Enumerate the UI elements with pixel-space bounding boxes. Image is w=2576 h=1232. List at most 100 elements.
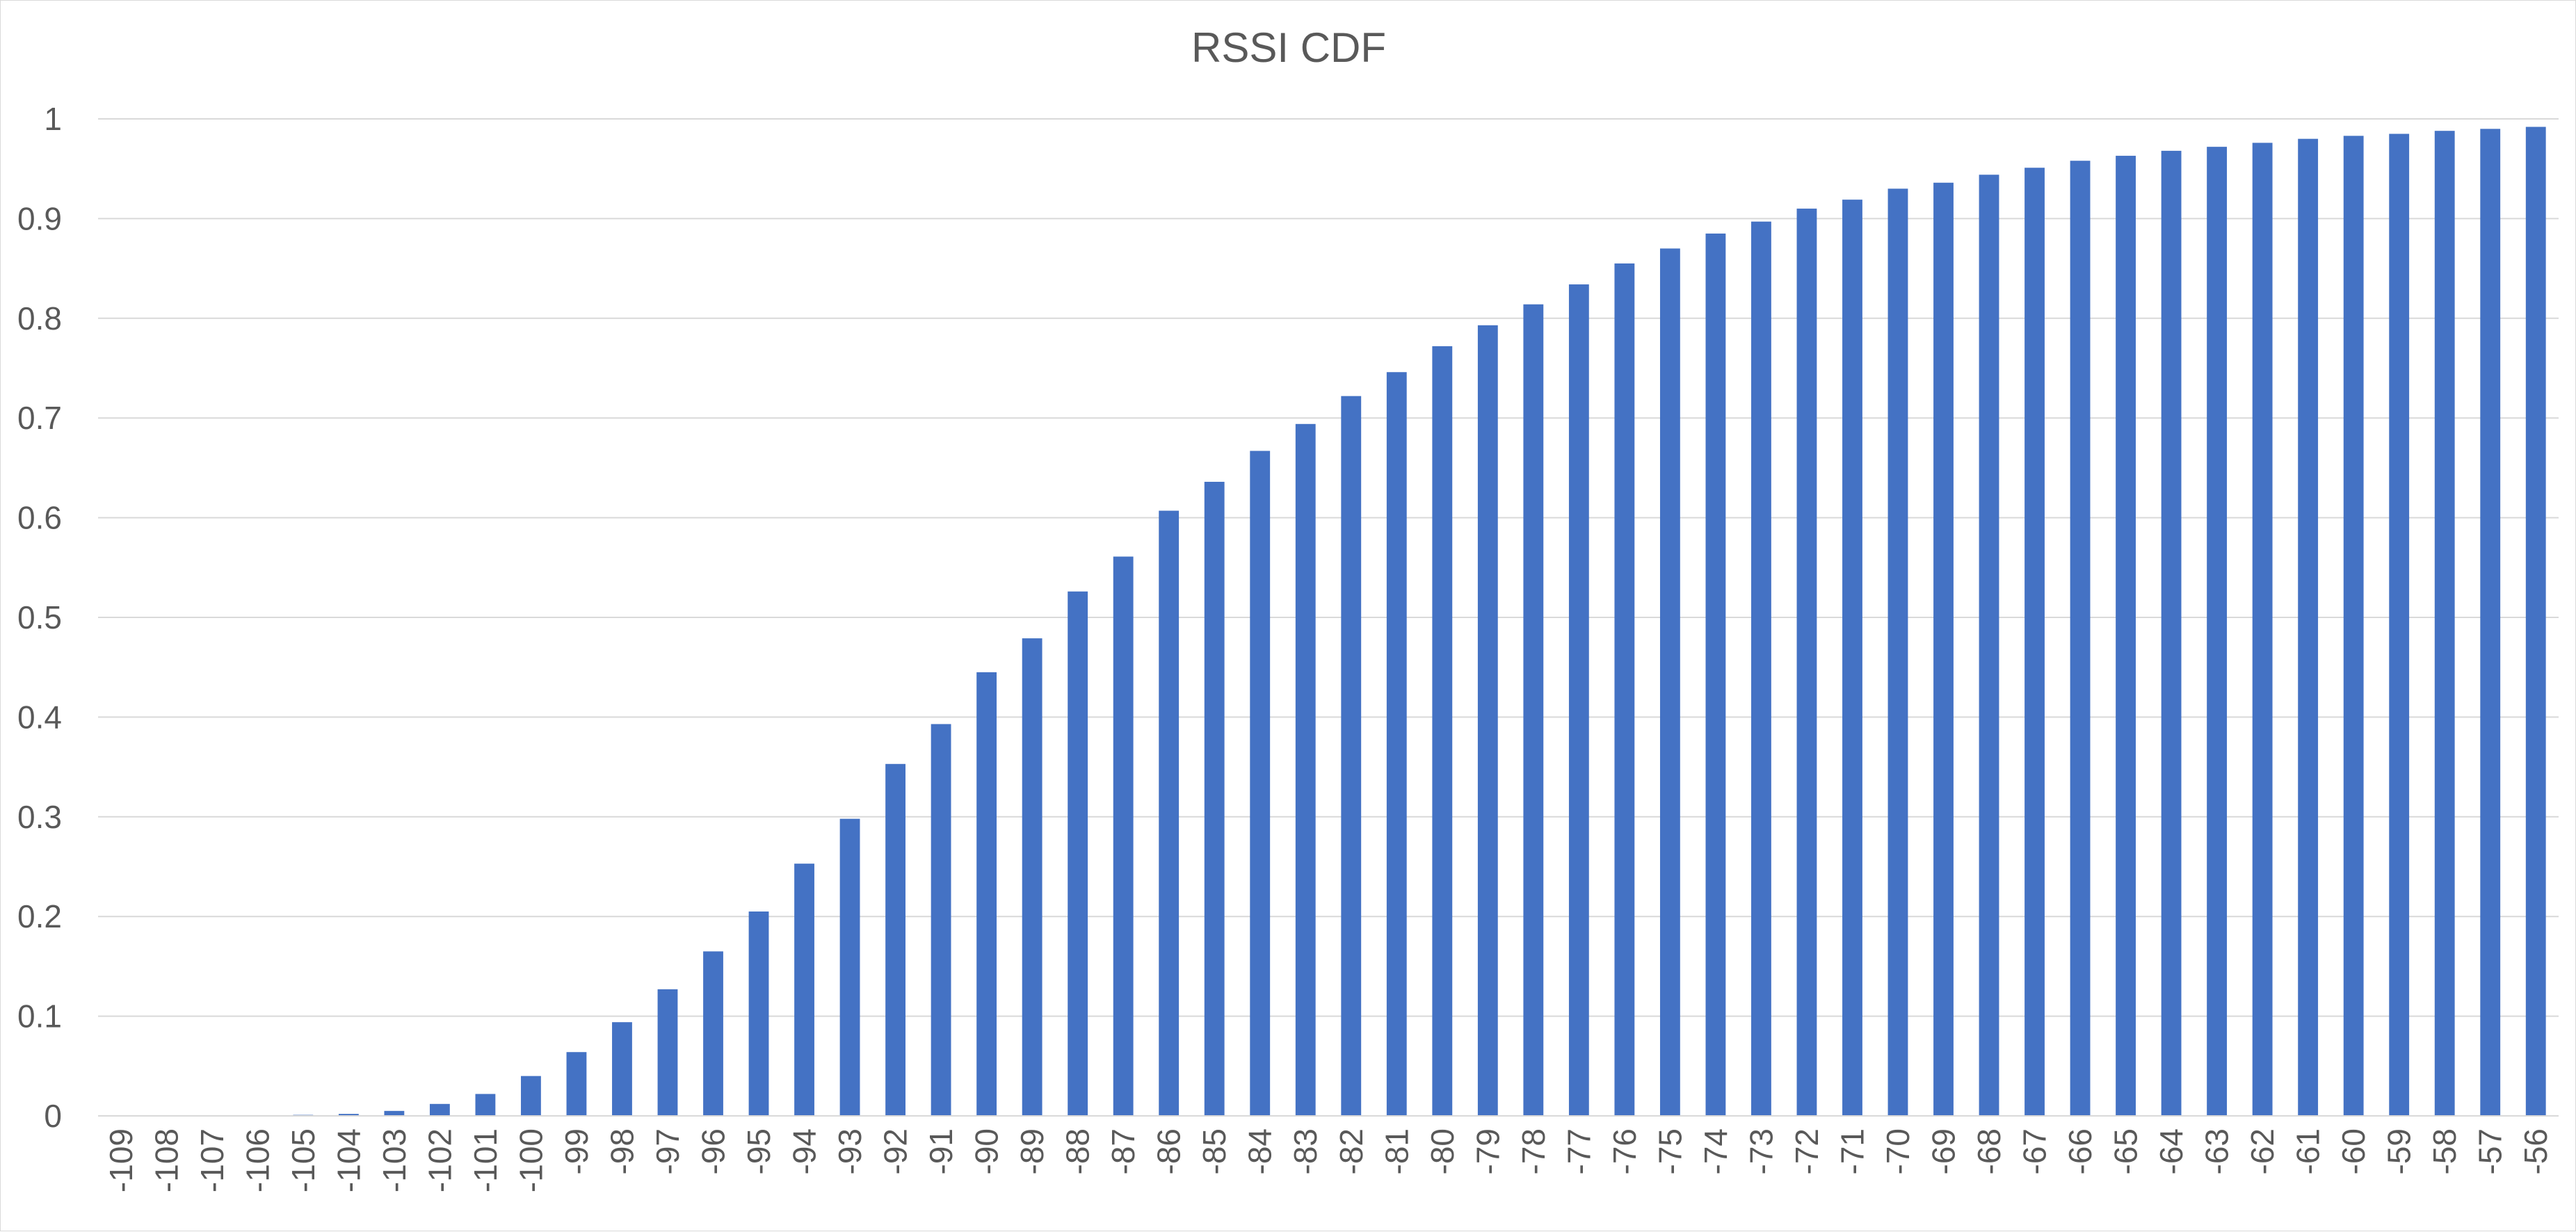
bar (1979, 175, 1999, 1117)
x-tick-label: -99 (558, 1128, 595, 1174)
bar (1068, 591, 1088, 1116)
bars (293, 127, 2546, 1117)
x-tick-label: -84 (1242, 1128, 1278, 1174)
bar (1386, 372, 1407, 1116)
bar (1523, 304, 1544, 1116)
y-tick-label: 0.6 (17, 500, 62, 536)
bar (1887, 188, 1908, 1116)
bar (1705, 233, 1726, 1116)
bar (1659, 248, 1680, 1116)
x-tick-label: -109 (103, 1128, 139, 1192)
x-tick-label: -80 (1424, 1128, 1460, 1174)
bar (2024, 168, 2045, 1117)
x-tick-label: -62 (2244, 1128, 2280, 1174)
x-axis-ticks: -109 -108 -107 -106 -105 -104 -103 -102 -101 -100… (103, 1128, 2554, 1192)
x-tick-label: -65 (2108, 1128, 2144, 1174)
y-tick-label: 0.7 (17, 400, 62, 436)
bar (2161, 150, 2182, 1117)
bar (2252, 143, 2273, 1116)
bar (429, 1103, 450, 1116)
y-tick-label: 0.8 (17, 300, 62, 337)
x-tick-label: -78 (1515, 1128, 1552, 1174)
bar (566, 1052, 587, 1116)
bar (1477, 325, 1498, 1116)
bar (2298, 138, 2319, 1117)
x-tick-label: -100 (513, 1128, 549, 1192)
bar (1204, 481, 1225, 1116)
bar (1933, 182, 1954, 1116)
x-tick-label: -76 (1607, 1128, 1643, 1174)
x-tick-label: -77 (1561, 1128, 1597, 1174)
x-tick-label: -61 (2290, 1128, 2326, 1174)
x-tick-label: -63 (2199, 1128, 2235, 1174)
y-axis-ticks: 0 0.1 0.2 0.3 0.4 0.5 0.6 0.7 0.8 0.9 1 (17, 101, 62, 1134)
bar (703, 951, 723, 1116)
bar (2434, 131, 2455, 1116)
bar (976, 672, 997, 1116)
x-tick-label: -105 (285, 1128, 321, 1192)
bar (384, 1110, 405, 1116)
x-tick-label: -71 (1834, 1128, 1870, 1174)
y-tick-label: 0.3 (17, 799, 62, 835)
x-tick-label: -108 (148, 1128, 184, 1192)
bar (657, 989, 678, 1116)
x-tick-label: -67 (2017, 1128, 2053, 1174)
x-tick-label: -66 (2062, 1128, 2098, 1174)
gridlines (98, 118, 2559, 1017)
x-tick-label: -102 (421, 1128, 458, 1192)
x-tick-label: -89 (1014, 1128, 1050, 1174)
bar (521, 1076, 541, 1116)
y-tick-label: 0.5 (17, 599, 62, 635)
bar (2116, 156, 2136, 1117)
x-tick-label: -94 (787, 1128, 823, 1174)
bar (931, 724, 951, 1116)
y-tick-label: 0.9 (17, 200, 62, 236)
x-tick-label: -103 (376, 1128, 412, 1192)
bar (1341, 396, 1362, 1116)
x-tick-label: -59 (2381, 1128, 2417, 1174)
bar (885, 763, 905, 1116)
bar (2343, 136, 2364, 1116)
bar (1022, 638, 1043, 1116)
bar (1159, 510, 1180, 1116)
x-tick-label: -74 (1698, 1128, 1734, 1174)
x-tick-label: -96 (695, 1128, 732, 1174)
x-tick-label: -101 (467, 1128, 504, 1192)
x-tick-label: -88 (1060, 1128, 1096, 1174)
y-tick-label: 0.2 (17, 898, 62, 934)
y-tick-label: 0 (44, 1098, 62, 1134)
y-tick-label: 1 (44, 101, 62, 137)
x-tick-label: -82 (1333, 1128, 1369, 1174)
x-tick-label: -79 (1470, 1128, 1506, 1174)
bar (2525, 127, 2546, 1116)
bar (1842, 200, 1862, 1116)
bar (2207, 147, 2228, 1117)
bar (748, 911, 769, 1116)
bar (612, 1022, 632, 1116)
bar (1295, 423, 1316, 1116)
x-tick-label: -83 (1287, 1128, 1323, 1174)
x-tick-label: -92 (878, 1128, 914, 1174)
x-tick-label: -106 (239, 1128, 275, 1192)
x-tick-label: -64 (2153, 1128, 2189, 1174)
y-tick-label: 0.4 (17, 699, 62, 735)
x-tick-label: -56 (2518, 1128, 2554, 1174)
x-tick-label: -98 (604, 1128, 640, 1174)
x-tick-label: -75 (1652, 1128, 1688, 1174)
x-tick-label: -68 (1971, 1128, 2007, 1174)
x-tick-label: -81 (1378, 1128, 1415, 1174)
bar (338, 1114, 359, 1116)
x-tick-label: -86 (1151, 1128, 1187, 1174)
bar (1751, 221, 1771, 1116)
x-tick-label: -91 (923, 1128, 959, 1174)
bar (1113, 556, 1134, 1116)
x-tick-label: -107 (194, 1128, 230, 1192)
x-tick-label: -90 (969, 1128, 1005, 1174)
x-tick-label: -60 (2335, 1128, 2372, 1174)
x-tick-label: -97 (650, 1128, 686, 1174)
bar (1614, 263, 1635, 1117)
x-tick-label: -69 (1926, 1128, 1962, 1174)
bar (2480, 129, 2501, 1117)
